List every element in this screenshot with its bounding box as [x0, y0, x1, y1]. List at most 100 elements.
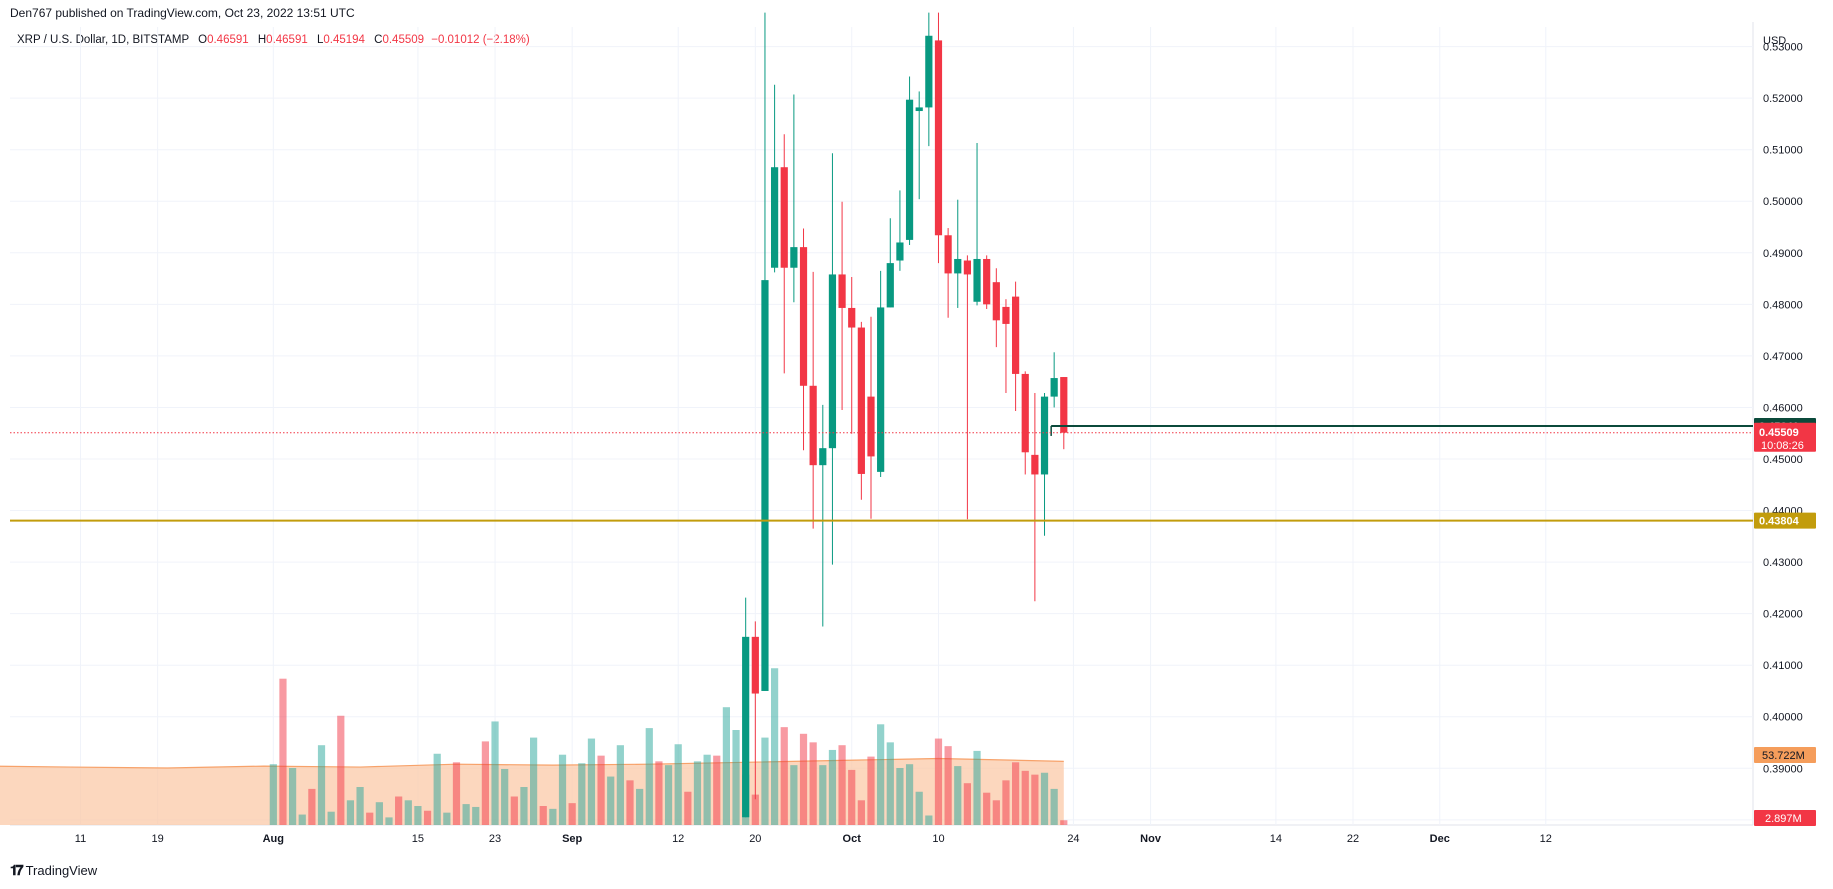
volume-bar: [886, 742, 894, 825]
candle-body: [799, 247, 808, 386]
volume-bar: [848, 769, 856, 825]
candle-body: [790, 247, 798, 268]
candle-body: [944, 235, 952, 274]
candle-body: [934, 40, 943, 236]
volume-bar: [934, 738, 943, 825]
footer-brand: 𝟏𝟕 TradingView: [10, 862, 97, 879]
candle-body: [848, 307, 856, 328]
y-tick-label: 0.51000: [1763, 145, 1803, 157]
volume-bar: [443, 812, 451, 825]
volume-bar: [346, 800, 355, 825]
volume-last-badge: [1754, 810, 1816, 826]
volume-bar: [703, 754, 711, 825]
candle-body: [828, 274, 837, 449]
volume-bar: [279, 678, 287, 825]
low-value: 0.45194: [323, 34, 365, 46]
candle-body: [886, 263, 894, 308]
volume-bar: [1012, 762, 1020, 825]
x-tick-label: Nov: [1140, 833, 1162, 845]
y-tick-label: 0.40000: [1763, 712, 1803, 724]
y-tick-label: 0.46000: [1763, 402, 1803, 414]
level-badge-support: [1754, 512, 1816, 529]
volume-bar: [790, 765, 798, 825]
volume-bar: [973, 750, 981, 825]
volume-bar: [722, 707, 730, 825]
volume-bar: [356, 787, 364, 825]
volume-bar: [375, 802, 383, 825]
volume-bar: [963, 783, 971, 825]
volume-bar: [1002, 780, 1010, 825]
close-value: 0.45509: [382, 34, 425, 46]
y-tick-label: 0.39000: [1763, 763, 1803, 775]
candle-body: [819, 448, 827, 466]
candle-body: [1021, 373, 1029, 453]
volume-bar: [404, 800, 412, 825]
candle-body: [1060, 377, 1068, 433]
y-tick-label: 0.53000: [1763, 42, 1803, 54]
volume-bar: [944, 746, 952, 825]
volume-bar: [501, 768, 509, 825]
high-label: H: [257, 34, 267, 46]
volume-bar: [857, 800, 865, 825]
x-tick-label: 11: [75, 833, 86, 845]
volume-bar: [819, 765, 827, 825]
volume-bar: [317, 745, 326, 825]
volume-bar: [597, 755, 605, 825]
x-tick-label: 14: [1270, 833, 1282, 845]
volume-bar: [1060, 820, 1068, 825]
x-tick-label: 10: [932, 833, 944, 845]
x-tick-label: 19: [152, 833, 164, 845]
x-tick-label: Dec: [1430, 833, 1450, 845]
x-tick-label: 20: [749, 833, 761, 845]
y-tick-label: 0.47000: [1763, 351, 1803, 363]
x-tick-label: 24: [1067, 833, 1079, 845]
volume-bar: [423, 810, 432, 825]
volume-bar: [616, 745, 624, 825]
symbol-title: XRP / U.S. Dollar, 1D, BITSTAMP: [17, 34, 189, 46]
publisher-line: Den767 published on TradingView.com, Oct…: [10, 6, 355, 20]
volume-last-value: 2.897M: [1765, 813, 1802, 825]
volume-bar: [510, 796, 518, 825]
level-badge-text-support: 0.43804: [1759, 516, 1800, 528]
volume-bar: [751, 794, 759, 825]
volume-bar: [896, 768, 904, 825]
volume-bar: [828, 749, 837, 825]
volume-bar: [838, 745, 846, 825]
volume-bar: [337, 715, 345, 825]
volume-bar: [269, 764, 277, 825]
volume-ma-badge: [1754, 747, 1816, 763]
x-tick-label: 15: [412, 833, 424, 845]
y-tick-label: 0.45000: [1763, 454, 1803, 466]
footer-brand-name: TradingView: [25, 863, 98, 878]
volume-bar: [298, 814, 306, 825]
high-value: 0.46591: [266, 34, 308, 46]
candle-body: [809, 385, 817, 466]
volume-bar: [983, 792, 991, 825]
volume-bar: [578, 763, 586, 825]
low-label: L: [316, 34, 324, 46]
volume-bar: [327, 811, 335, 825]
tradingview-logo-icon: 𝟏𝟕: [10, 862, 24, 878]
candle-body: [896, 242, 904, 261]
volume-bar: [674, 744, 682, 825]
candle-body: [771, 167, 779, 268]
candle-body: [925, 35, 933, 108]
candle-body: [857, 327, 865, 474]
volume-bar: [867, 756, 875, 825]
y-tick-label: 0.50000: [1763, 196, 1803, 208]
volume-bar: [992, 800, 1000, 825]
volume-bar: [549, 808, 557, 825]
candle-body: [1012, 296, 1020, 374]
volume-ma-value: 53.722M: [1762, 750, 1805, 762]
volume-bar: [636, 788, 644, 825]
candle-body: [915, 107, 923, 112]
volume-bar: [385, 817, 393, 825]
volume-bar: [809, 742, 817, 825]
volume-bar: [491, 721, 499, 825]
volume-bar: [954, 766, 962, 825]
volume-bar: [587, 738, 596, 825]
volume-bar: [558, 754, 567, 825]
volume-ma-line: [0, 757, 1064, 769]
currency-label: USD: [1763, 35, 1786, 47]
